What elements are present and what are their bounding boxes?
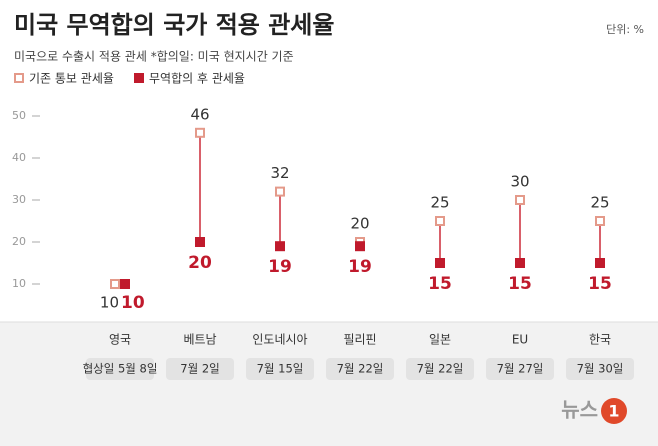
new-value-label: 15 [508, 274, 532, 294]
old-marker [275, 186, 285, 197]
date-label: 7월 2일 [180, 362, 219, 376]
new-marker [195, 237, 205, 247]
date-pill [326, 358, 394, 380]
date-pill [486, 358, 554, 380]
chart-title: 미국 무역합의 국가 적용 관세율 [14, 11, 334, 39]
new-marker [595, 258, 605, 268]
x-tick-label: 인도네시아 [252, 333, 307, 347]
legend-label: 무역합의 후 관세율 [149, 72, 245, 86]
new-marker [515, 258, 525, 268]
old-value-label: 20 [350, 215, 369, 233]
new-marker [355, 241, 365, 252]
date-label: 7월 30일 [577, 362, 624, 376]
new-value-label: 15 [588, 274, 612, 294]
legend-marker [14, 73, 24, 83]
y-tick-label: 20 [12, 235, 26, 248]
old-value-label: 46 [190, 105, 209, 123]
y-tick-label: 50 [12, 109, 26, 122]
y-tick-label: 10 [12, 277, 26, 290]
new-marker [120, 279, 130, 289]
new-value-label: 19 [348, 257, 372, 277]
logo-mark: 1 [608, 402, 619, 421]
old-value-label: 10 [100, 294, 119, 312]
old-marker [595, 216, 605, 226]
date-pill [86, 358, 154, 380]
old-marker [110, 279, 120, 289]
unit: 단위: % [606, 23, 644, 36]
x-tick-label: 베트남 [183, 333, 216, 347]
y-tick-label: 40 [12, 151, 26, 164]
y-tick-label: 30 [12, 193, 26, 206]
x-tick-label: 한국 [589, 333, 611, 347]
new-marker [275, 241, 285, 252]
date-pill [166, 358, 234, 380]
new-value-label: 20 [188, 253, 212, 273]
footer-band [0, 322, 658, 446]
old-value-label: 25 [430, 194, 449, 212]
old-value-label: 32 [270, 164, 289, 182]
legend-label: 기존 통보 관세율 [29, 72, 114, 86]
new-marker [435, 258, 445, 268]
x-tick-label: 영국 [109, 333, 131, 347]
new-value-label: 15 [428, 274, 452, 294]
logo-badge [601, 398, 627, 424]
old-value-label: 30 [510, 173, 529, 191]
date-label: 협상일 5월 8일 [83, 362, 158, 376]
date-label: 7월 22일 [337, 362, 384, 376]
old-marker [195, 127, 205, 138]
date-label: 7월 27일 [497, 362, 544, 376]
new-value-label: 10 [121, 293, 145, 313]
new-value-label: 19 [268, 257, 292, 277]
date-pill [406, 358, 474, 380]
old-value-label: 25 [590, 194, 609, 212]
x-tick-label: EU [512, 333, 528, 347]
legend-marker [134, 73, 144, 83]
date-label: 7월 22일 [417, 362, 464, 376]
subtitle: 미국으로 수출시 적용 관세 *합의일: 미국 현지시간 기준 [14, 50, 294, 64]
logo-text: 뉴스 [561, 398, 598, 422]
date-pill [246, 358, 314, 380]
old-marker [515, 195, 525, 205]
x-tick-label: 필리핀 [343, 333, 376, 347]
x-tick-label: 일본 [429, 333, 451, 347]
date-pill [566, 358, 634, 380]
old-marker [435, 216, 445, 226]
date-label: 7월 15일 [257, 362, 304, 376]
